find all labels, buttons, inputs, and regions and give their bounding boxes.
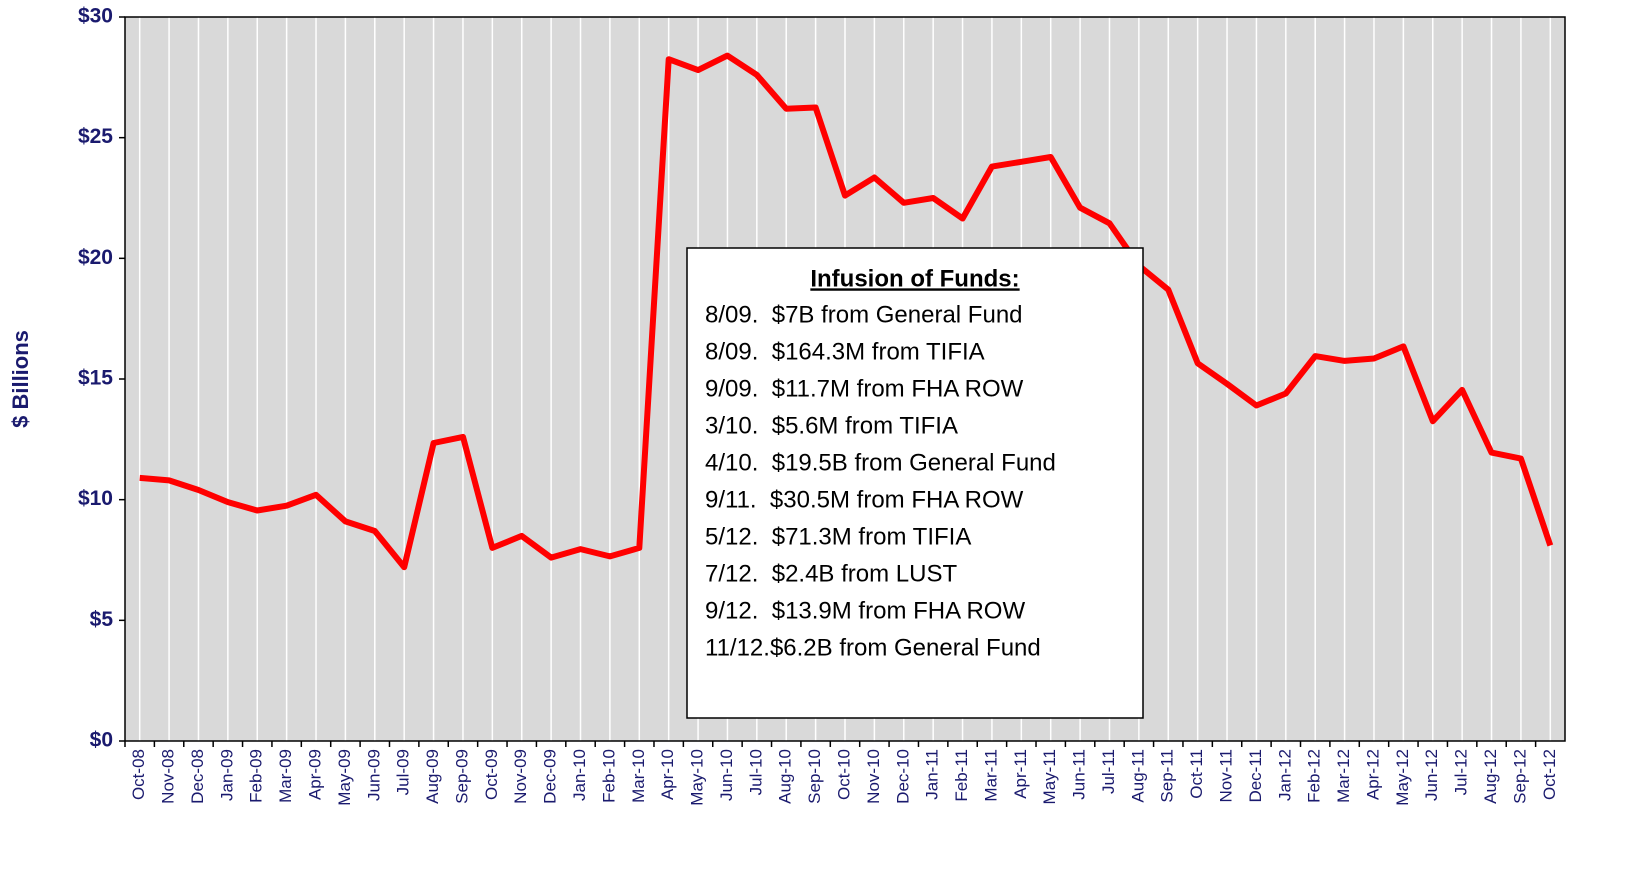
annotation-line: 8/09. $164.3M from TIFIA xyxy=(705,338,985,365)
x-tick-label: Jun-10 xyxy=(717,749,736,801)
x-tick-label: Oct-11 xyxy=(1187,749,1206,799)
x-tick-label: Apr-11 xyxy=(1011,749,1030,799)
x-tick-label: Feb-10 xyxy=(599,749,618,803)
x-tick-label: Jul-11 xyxy=(1099,749,1118,794)
x-tick-label: Aug-10 xyxy=(776,749,795,804)
x-tick-label: Feb-12 xyxy=(1305,749,1324,803)
x-tick-label: Mar-10 xyxy=(629,749,648,803)
x-tick-label: Aug-11 xyxy=(1128,749,1147,803)
x-tick-label: May-11 xyxy=(1040,749,1059,804)
x-tick-label: Nov-11 xyxy=(1217,749,1236,803)
x-tick-label: Feb-09 xyxy=(247,749,266,803)
x-tick-label: May-09 xyxy=(335,749,354,806)
y-tick-label: $0 xyxy=(90,729,113,752)
x-tick-label: Sep-11 xyxy=(1158,749,1177,803)
x-tick-label: Oct-09 xyxy=(482,749,501,800)
x-tick-label: Feb-11 xyxy=(952,749,971,802)
y-tick-label: $10 xyxy=(78,487,113,510)
y-axis-label: $ Billions xyxy=(8,330,33,428)
x-tick-label: Sep-09 xyxy=(452,749,471,804)
x-tick-label: Jan-11 xyxy=(923,749,942,800)
annotation-box xyxy=(686,247,1144,719)
x-tick-label: Jun-12 xyxy=(1422,749,1441,801)
x-tick-label: Mar-11 xyxy=(981,749,1000,802)
x-tick-label: Sep-12 xyxy=(1510,749,1529,804)
y-tick-label: $5 xyxy=(90,608,114,631)
x-tick-label: Dec-11 xyxy=(1246,749,1265,803)
x-tick-label: Jun-09 xyxy=(364,749,383,801)
x-tick-label: Mar-12 xyxy=(1334,749,1353,803)
annotation-line: 5/12. $71.3M from TIFIA xyxy=(705,523,971,550)
annotation-line: 8/09. $7B from General Fund xyxy=(705,301,1023,328)
x-tick-label: Aug-12 xyxy=(1481,749,1500,804)
x-tick-label: Jan-09 xyxy=(217,749,236,801)
y-tick-label: $25 xyxy=(78,125,113,148)
x-tick-label: Jul-09 xyxy=(394,749,413,795)
x-tick-label: Aug-09 xyxy=(423,749,442,804)
annotation-line: 9/11. $30.5M from FHA ROW xyxy=(705,486,1024,513)
annotation-line: 9/09. $11.7M from FHA ROW xyxy=(705,375,1024,402)
x-tick-label: Jan-10 xyxy=(570,749,589,801)
x-tick-label: Dec-10 xyxy=(893,749,912,804)
x-tick-label: Dec-08 xyxy=(188,749,207,804)
x-tick-label: May-12 xyxy=(1393,749,1412,806)
annotation-title: Infusion of Funds: xyxy=(810,265,1019,292)
y-tick-label: $20 xyxy=(78,246,113,269)
data-line xyxy=(139,52,1554,571)
y-tick-label: $30 xyxy=(78,5,113,28)
annotation-line: 4/10. $19.5B from General Fund xyxy=(705,449,1056,476)
x-tick-label: May-10 xyxy=(688,749,707,806)
x-tick-label: Apr-09 xyxy=(306,749,325,800)
x-tick-label: Mar-09 xyxy=(276,749,295,803)
x-tick-label: Oct-08 xyxy=(129,749,148,800)
x-tick-label: Jan-12 xyxy=(1275,749,1294,801)
y-tick-label: $15 xyxy=(78,367,113,390)
x-tick-label: Oct-12 xyxy=(1540,749,1559,800)
annotation-line: 11/12.$6.2B from General Fund xyxy=(705,634,1041,661)
x-tick-label: Sep-10 xyxy=(805,749,824,804)
annotation-line: 3/10. $5.6M from TIFIA xyxy=(705,412,958,439)
x-tick-label: Apr-10 xyxy=(658,749,677,800)
x-tick-label: Dec-09 xyxy=(541,749,560,804)
x-tick-label: Apr-12 xyxy=(1363,749,1382,800)
x-tick-label: Jun-11 xyxy=(1070,749,1089,800)
x-tick-label: Nov-10 xyxy=(864,749,883,804)
x-tick-label: Nov-08 xyxy=(159,749,178,804)
annotation-line: 7/12. $2.4B from LUST xyxy=(705,560,957,587)
x-tick-label: Jul-10 xyxy=(746,749,765,795)
x-tick-label: Jul-12 xyxy=(1452,749,1471,795)
x-tick-label: Nov-09 xyxy=(511,749,530,804)
annotation-line: 9/12. $13.9M from FHA ROW xyxy=(705,597,1025,624)
x-tick-label: Oct-10 xyxy=(834,749,853,800)
